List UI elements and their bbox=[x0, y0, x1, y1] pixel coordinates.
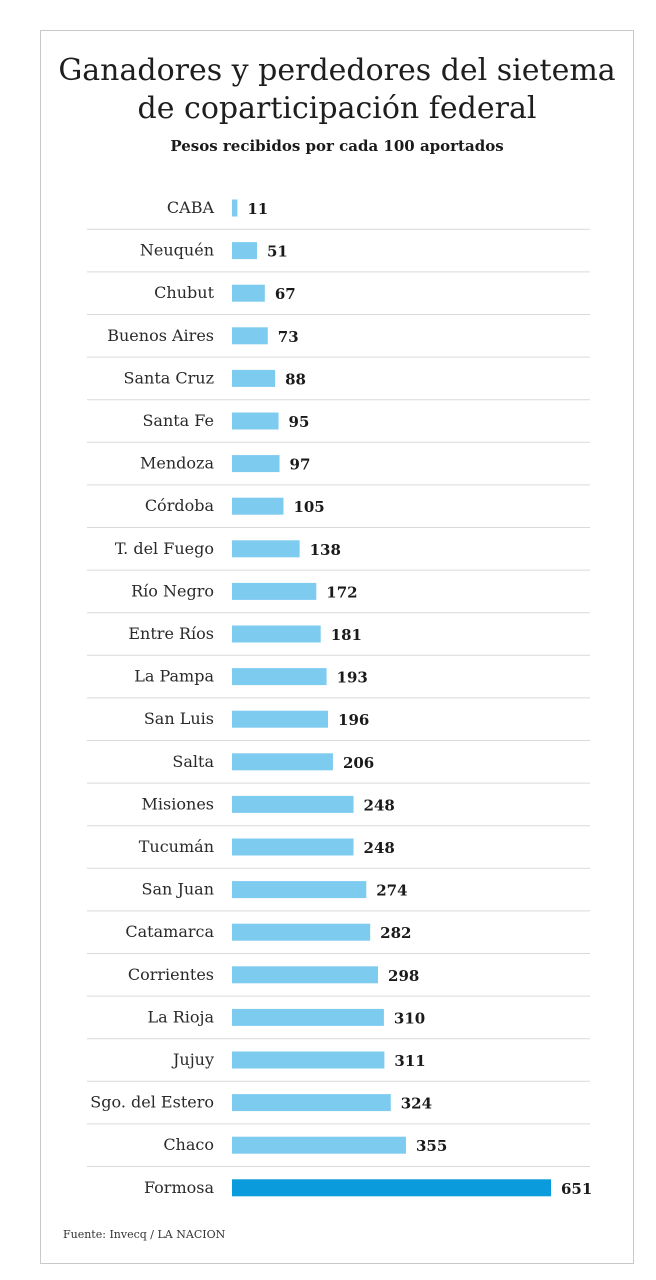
category-label: Corrientes bbox=[128, 965, 214, 984]
category-label: San Luis bbox=[144, 709, 214, 728]
bar bbox=[232, 412, 279, 430]
data-label: 310 bbox=[394, 1009, 425, 1027]
data-label: 172 bbox=[326, 583, 357, 601]
bar bbox=[232, 327, 268, 345]
category-label: Neuquén bbox=[140, 241, 214, 260]
category-label: Misiones bbox=[142, 794, 214, 813]
bar bbox=[232, 668, 327, 686]
category-label: Santa Cruz bbox=[124, 368, 214, 387]
bar bbox=[232, 497, 284, 515]
title-line-1: Ganadores y perdedores del sietema bbox=[58, 53, 616, 88]
category-label: Río Negro bbox=[131, 581, 214, 600]
data-label: 181 bbox=[331, 626, 362, 644]
category-label: Chubut bbox=[154, 283, 214, 302]
category-label: Mendoza bbox=[140, 454, 214, 473]
bar bbox=[232, 753, 333, 771]
category-label: CABA bbox=[167, 198, 215, 217]
data-label: 138 bbox=[310, 541, 341, 559]
chart-title: Ganadores y perdedores del sietema de co… bbox=[40, 52, 634, 128]
data-label: 248 bbox=[364, 796, 395, 814]
category-label: Sgo. del Estero bbox=[90, 1093, 214, 1112]
bar bbox=[232, 795, 354, 813]
data-label: 105 bbox=[293, 498, 324, 516]
bar bbox=[232, 710, 329, 728]
category-label: Entre Ríos bbox=[128, 624, 214, 643]
category-label: Buenos Aires bbox=[107, 326, 214, 345]
category-label: Córdoba bbox=[145, 496, 215, 515]
data-label: 206 bbox=[343, 754, 374, 772]
data-label: 193 bbox=[337, 669, 368, 687]
bar bbox=[232, 1179, 551, 1197]
data-label: 73 bbox=[278, 328, 299, 346]
data-label: 311 bbox=[394, 1052, 425, 1070]
data-label: 355 bbox=[416, 1137, 447, 1155]
category-label: Tucumán bbox=[139, 837, 214, 856]
bar bbox=[232, 199, 238, 217]
data-label: 324 bbox=[401, 1095, 432, 1113]
data-label: 248 bbox=[364, 839, 395, 857]
data-label: 274 bbox=[376, 882, 407, 900]
bar bbox=[232, 540, 300, 558]
category-label: La Rioja bbox=[147, 1007, 214, 1026]
data-label: 282 bbox=[380, 924, 411, 942]
bar bbox=[232, 1008, 384, 1026]
data-label: 88 bbox=[285, 370, 306, 388]
data-label: 97 bbox=[290, 456, 311, 474]
bar bbox=[232, 923, 371, 941]
data-label: 67 bbox=[275, 285, 296, 303]
bar bbox=[232, 625, 321, 643]
data-label: 95 bbox=[289, 413, 310, 431]
bar bbox=[232, 582, 317, 600]
bar bbox=[232, 1051, 385, 1069]
category-label: Salta bbox=[172, 752, 214, 771]
bar bbox=[232, 369, 276, 387]
bar bbox=[232, 1136, 406, 1154]
category-label: San Juan bbox=[142, 880, 214, 899]
bar bbox=[232, 1094, 391, 1112]
data-label: 298 bbox=[388, 967, 419, 985]
source-note: Fuente: Invecq / LA NACION bbox=[63, 1228, 226, 1241]
bar bbox=[232, 455, 280, 473]
data-label: 651 bbox=[561, 1180, 592, 1198]
bar bbox=[232, 966, 379, 984]
bar bbox=[232, 838, 354, 856]
chart-subtitle: Pesos recibidos por cada 100 aportados bbox=[170, 137, 504, 155]
category-label: Jujuy bbox=[171, 1050, 214, 1069]
bar bbox=[232, 242, 257, 260]
category-label: Catamarca bbox=[125, 922, 214, 941]
data-label: 51 bbox=[267, 243, 288, 261]
category-label: T. del Fuego bbox=[115, 539, 214, 558]
bar bbox=[232, 881, 367, 899]
category-label: Formosa bbox=[144, 1178, 215, 1197]
category-label: La Pampa bbox=[134, 667, 214, 686]
bar bbox=[232, 284, 265, 302]
category-label: Chaco bbox=[163, 1135, 214, 1154]
data-label: 11 bbox=[247, 200, 268, 218]
data-label: 196 bbox=[338, 711, 369, 729]
title-line-2: de coparticipación federal bbox=[137, 91, 537, 126]
category-label: Santa Fe bbox=[142, 411, 214, 430]
